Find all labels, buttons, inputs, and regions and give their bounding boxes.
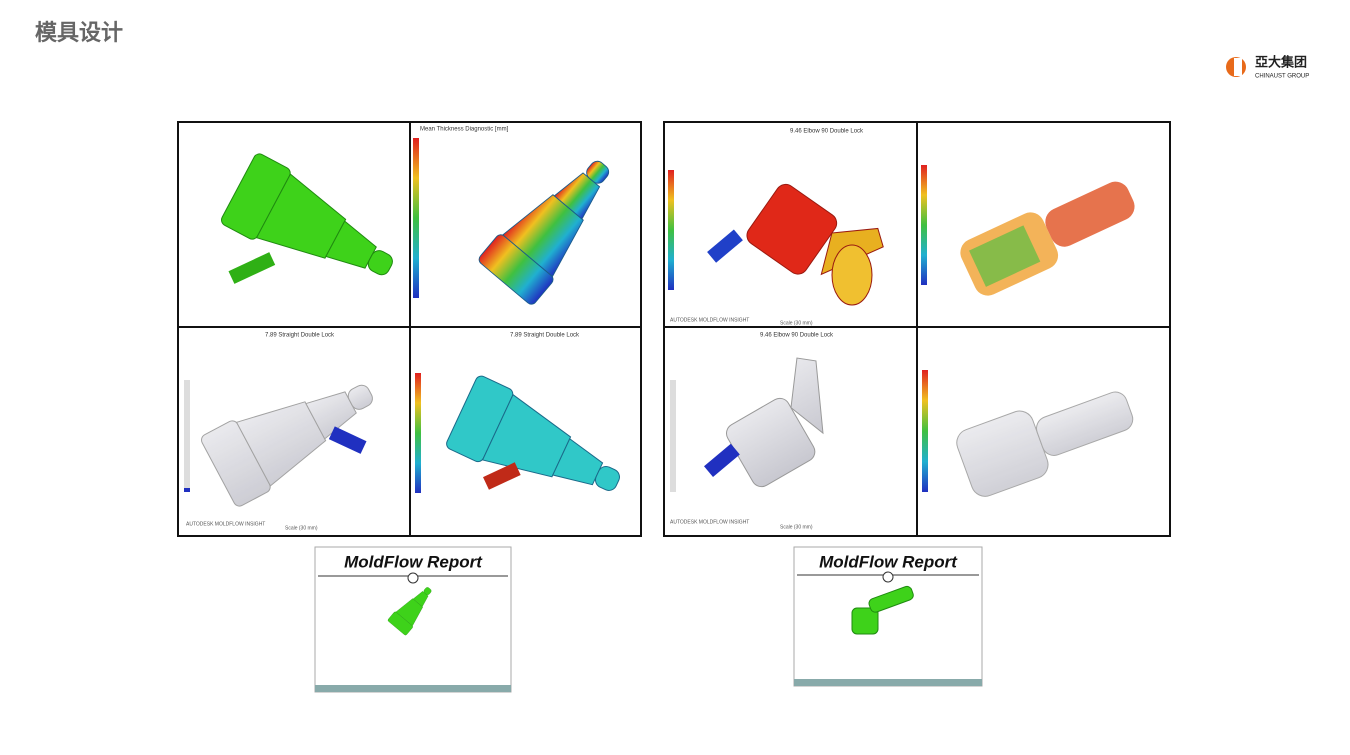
color-bar <box>668 170 674 290</box>
part-gray <box>956 391 1134 497</box>
scale: Scale (30 mm) <box>780 320 813 326</box>
part-tab <box>704 443 740 478</box>
panel-caption: 9.46 Elbow 90 Double Lock <box>790 129 864 135</box>
panel-frames <box>177 121 1171 537</box>
logo: 亞大集团 CHINAUST GROUP <box>1226 54 1309 80</box>
color-bar <box>413 138 419 298</box>
part-tab <box>483 462 521 490</box>
panel-caption: 7.89 Straight Double Lock <box>265 333 335 339</box>
slide-title: 模具设计 <box>35 20 123 45</box>
logo-name: 亞大集团 <box>1255 54 1307 69</box>
report-card: MoldFlow Report <box>793 546 983 687</box>
scale: Scale (30 mm) <box>285 525 318 531</box>
part-tab <box>328 426 367 454</box>
color-bar <box>184 380 190 492</box>
color-bar <box>670 380 676 492</box>
color-bar-end <box>184 488 190 492</box>
part-opening <box>831 244 873 306</box>
logo-subtitle: CHINAUST GROUP <box>1255 74 1309 80</box>
panel-caption: 9.46 Elbow 90 Double Lock <box>760 333 834 339</box>
brand: AUTODESK MOLDFLOW INSIGHT <box>670 519 749 525</box>
panel-caption: Mean Thickness Diagnostic [mm] <box>420 127 509 133</box>
report-title: MoldFlow Report <box>819 552 958 571</box>
color-bar <box>415 373 421 493</box>
color-bar <box>922 370 928 492</box>
part-tab <box>228 252 276 284</box>
part-tab <box>707 229 743 263</box>
report-card: MoldFlow Report <box>314 546 512 693</box>
report-title: MoldFlow Report <box>344 552 483 571</box>
brand: AUTODESK MOLDFLOW INSIGHT <box>186 521 265 527</box>
part-scatter <box>960 181 1135 296</box>
brand: AUTODESK MOLDFLOW INSIGHT <box>670 317 749 323</box>
panel-caption: 7.89 Straight Double Lock <box>510 333 580 339</box>
color-bar <box>921 165 927 285</box>
scale: Scale (30 mm) <box>780 524 813 530</box>
part-gray <box>726 357 824 488</box>
